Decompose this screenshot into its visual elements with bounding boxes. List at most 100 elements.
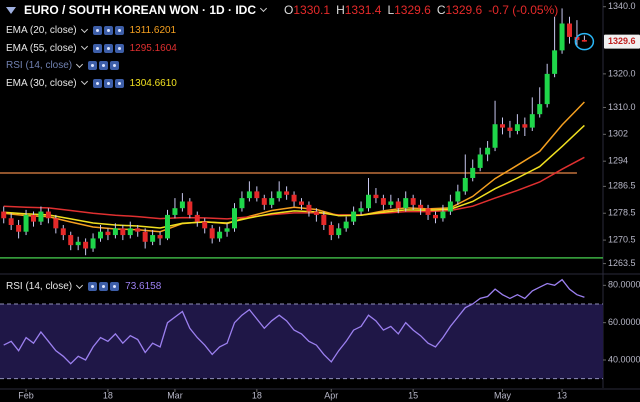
candle-body — [544, 73, 550, 105]
last-candle-highlight — [574, 32, 595, 51]
candle-body — [403, 198, 409, 209]
ohlc-value: 1331.4 — [344, 3, 382, 17]
candle-body — [98, 231, 103, 239]
candle-body — [328, 224, 334, 236]
legend-row: RSI (14, close) — [6, 60, 120, 71]
candle-body — [313, 211, 319, 215]
candle-body — [485, 147, 491, 155]
legend-chevron[interactable] — [80, 42, 88, 51]
price-label-box — [604, 34, 640, 49]
candle-body — [500, 124, 505, 128]
legend-chevron[interactable] — [76, 60, 84, 68]
chart-title: EURO / SOUTH KOREAN WON · 1D · IDC — [24, 3, 257, 17]
candle-body — [552, 50, 558, 74]
candle-body — [8, 218, 14, 225]
candle-body — [127, 228, 133, 236]
price-label: 1329.6 — [608, 36, 636, 46]
legend-icon[interactable] — [88, 61, 98, 70]
legend-name[interactable]: EMA (30, close) — [6, 77, 77, 89]
y-tick-label: 1302 — [608, 129, 628, 139]
legend-name[interactable]: RSI (14, close) — [6, 281, 73, 292]
legend-icon[interactable] — [92, 78, 102, 88]
candle-body — [246, 191, 252, 199]
candle-body — [276, 191, 282, 199]
candle-body — [440, 211, 446, 219]
y-tick-label: 60.0000 — [608, 317, 640, 327]
legend-name[interactable]: EMA (20, close) — [6, 25, 77, 36]
candle-body — [45, 211, 51, 219]
candle-body — [194, 214, 200, 222]
legend-icon[interactable] — [92, 26, 102, 35]
candle-body — [239, 198, 245, 209]
legend-icon[interactable] — [88, 282, 98, 291]
legend-icon[interactable] — [110, 61, 120, 70]
candle-body — [135, 228, 141, 232]
candle-body — [470, 167, 476, 178]
candle-body — [53, 218, 59, 229]
x-tick-label: Mar — [167, 390, 183, 400]
candle-body — [306, 204, 312, 212]
candle-body — [425, 208, 431, 215]
candle-body — [388, 201, 394, 205]
legend-icon[interactable] — [114, 78, 124, 88]
candle-body — [120, 228, 126, 236]
legend-name[interactable]: EMA (55, close) — [6, 42, 77, 54]
y-tick-label: 1278.5 — [608, 208, 636, 218]
ema-line — [3, 156, 585, 220]
legend-chevron[interactable] — [80, 25, 88, 33]
candle-body — [254, 191, 260, 199]
legend-icon[interactable] — [103, 78, 113, 88]
legend-row: EMA (55, close) 1295.1604 — [6, 43, 177, 54]
candle-body — [492, 124, 498, 148]
legend-icon[interactable] — [103, 43, 113, 53]
candle-body — [433, 214, 438, 219]
legend-value: 1311.6201 — [129, 25, 177, 36]
y-tick-label: 1294 — [608, 156, 628, 166]
candle-body — [366, 194, 371, 209]
ohlc-value: 1329.6 — [394, 3, 431, 17]
candle-body — [477, 154, 483, 168]
candle-body — [447, 201, 453, 212]
legend-icon[interactable] — [92, 43, 102, 53]
candle-body — [60, 228, 66, 236]
candle-body — [358, 208, 364, 212]
y-tick-label: 1270.5 — [608, 234, 636, 244]
ohlc-value: 1330.1 — [293, 3, 331, 17]
candle-body — [261, 198, 267, 205]
x-tick-label: 13 — [557, 390, 567, 400]
rsi-line — [3, 278, 585, 365]
dropdown[interactable] — [259, 4, 268, 13]
candle-body — [202, 221, 208, 229]
legend-icon[interactable] — [103, 26, 113, 35]
candle-body — [514, 124, 520, 131]
y-tick-label: 1320.0 — [608, 68, 636, 78]
legend-icon[interactable] — [114, 43, 124, 53]
legend-name[interactable]: RSI (14, close) — [6, 60, 73, 71]
symbol-icon — [6, 6, 16, 14]
candle-body — [23, 214, 29, 232]
header: EURO / SOUTH KOREAN WON · 1D · IDC O 1330.… — [6, 3, 558, 17]
candle-body — [224, 228, 230, 232]
candle-body — [581, 39, 587, 42]
candle-body — [165, 214, 170, 239]
candle-body — [336, 228, 342, 236]
legend-icon[interactable] — [114, 26, 124, 35]
legend-icon[interactable] — [99, 282, 109, 291]
legend-icon[interactable] — [110, 282, 120, 291]
legend-value: 1304.6610 — [129, 77, 177, 89]
y-tick-label: 1340.0 — [608, 1, 636, 11]
candle-body — [395, 201, 401, 209]
candle-body — [217, 231, 223, 239]
candle-body — [1, 211, 7, 219]
x-tick-label: Feb — [18, 390, 34, 400]
candle-body — [232, 208, 237, 229]
candle-body — [291, 194, 297, 202]
legend-chevron[interactable] — [76, 281, 84, 289]
candle-body — [462, 177, 468, 192]
candle-body — [105, 231, 111, 236]
legend-chevron[interactable] — [80, 77, 88, 86]
candle-body — [299, 201, 304, 205]
legend-row: EMA (30, close) 1304.6610 — [6, 78, 177, 89]
legend-icon[interactable] — [99, 61, 109, 70]
